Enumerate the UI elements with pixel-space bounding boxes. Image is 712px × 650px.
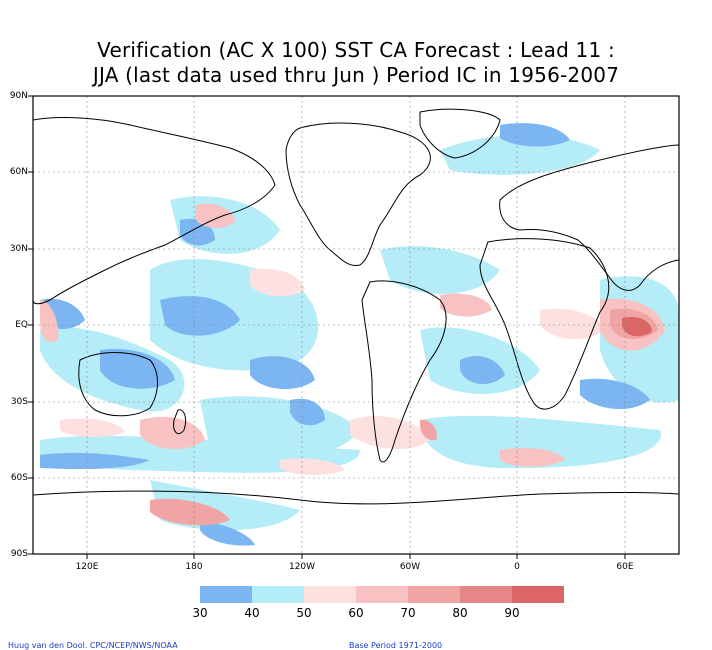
lat-label-eq: EQ — [15, 320, 28, 330]
colorbar-swatch — [460, 586, 512, 603]
author-credit: Huug van den Dool. CPC/NCEP/NWS/NOAA — [8, 641, 178, 650]
lat-label-60s: 60S — [10, 473, 28, 483]
lat-label-60n: 60N — [9, 167, 28, 177]
colorbar-label: 60 — [348, 606, 364, 620]
colorbar-label: 70 — [400, 606, 416, 620]
colorbar-swatch — [304, 586, 356, 603]
colorbar-swatch — [512, 586, 564, 603]
lon-label-180: 180 — [185, 562, 203, 572]
lat-label-30n: 30N — [9, 244, 28, 254]
lat-label-30s: 30S — [10, 397, 28, 407]
axis-ticks — [28, 95, 626, 559]
lon-label-0: 0 — [514, 562, 520, 572]
base-period: Base Period 1971-2000 — [349, 641, 443, 650]
map-title-line-2: JJA (last data used thru Jun ) Period IC… — [92, 63, 620, 87]
colorbar-swatch — [200, 586, 252, 603]
lon-label-120w: 120W — [288, 562, 316, 572]
colorbar-label: 30 — [192, 606, 208, 620]
colorbar-label: 40 — [244, 606, 260, 620]
lat-label-90n: 90N — [9, 91, 28, 101]
colorbar-label: 50 — [296, 606, 312, 620]
lon-label-60w: 60W — [399, 562, 421, 572]
colorbar-swatch — [408, 586, 460, 603]
colorbar — [200, 586, 564, 603]
map-title-line-1: Verification (AC X 100) SST CA Forecast … — [97, 38, 615, 62]
lon-label-120e: 120E — [75, 562, 99, 572]
colorbar-swatch — [252, 586, 304, 603]
graticule — [33, 96, 679, 554]
colorbar-label: 80 — [452, 606, 468, 620]
anomaly-correlation-field — [40, 123, 679, 546]
colorbar-swatch — [356, 586, 408, 603]
lat-label-90s: 90S — [10, 549, 28, 559]
lon-label-60e: 60E — [616, 562, 634, 572]
colorbar-label: 90 — [504, 606, 520, 620]
